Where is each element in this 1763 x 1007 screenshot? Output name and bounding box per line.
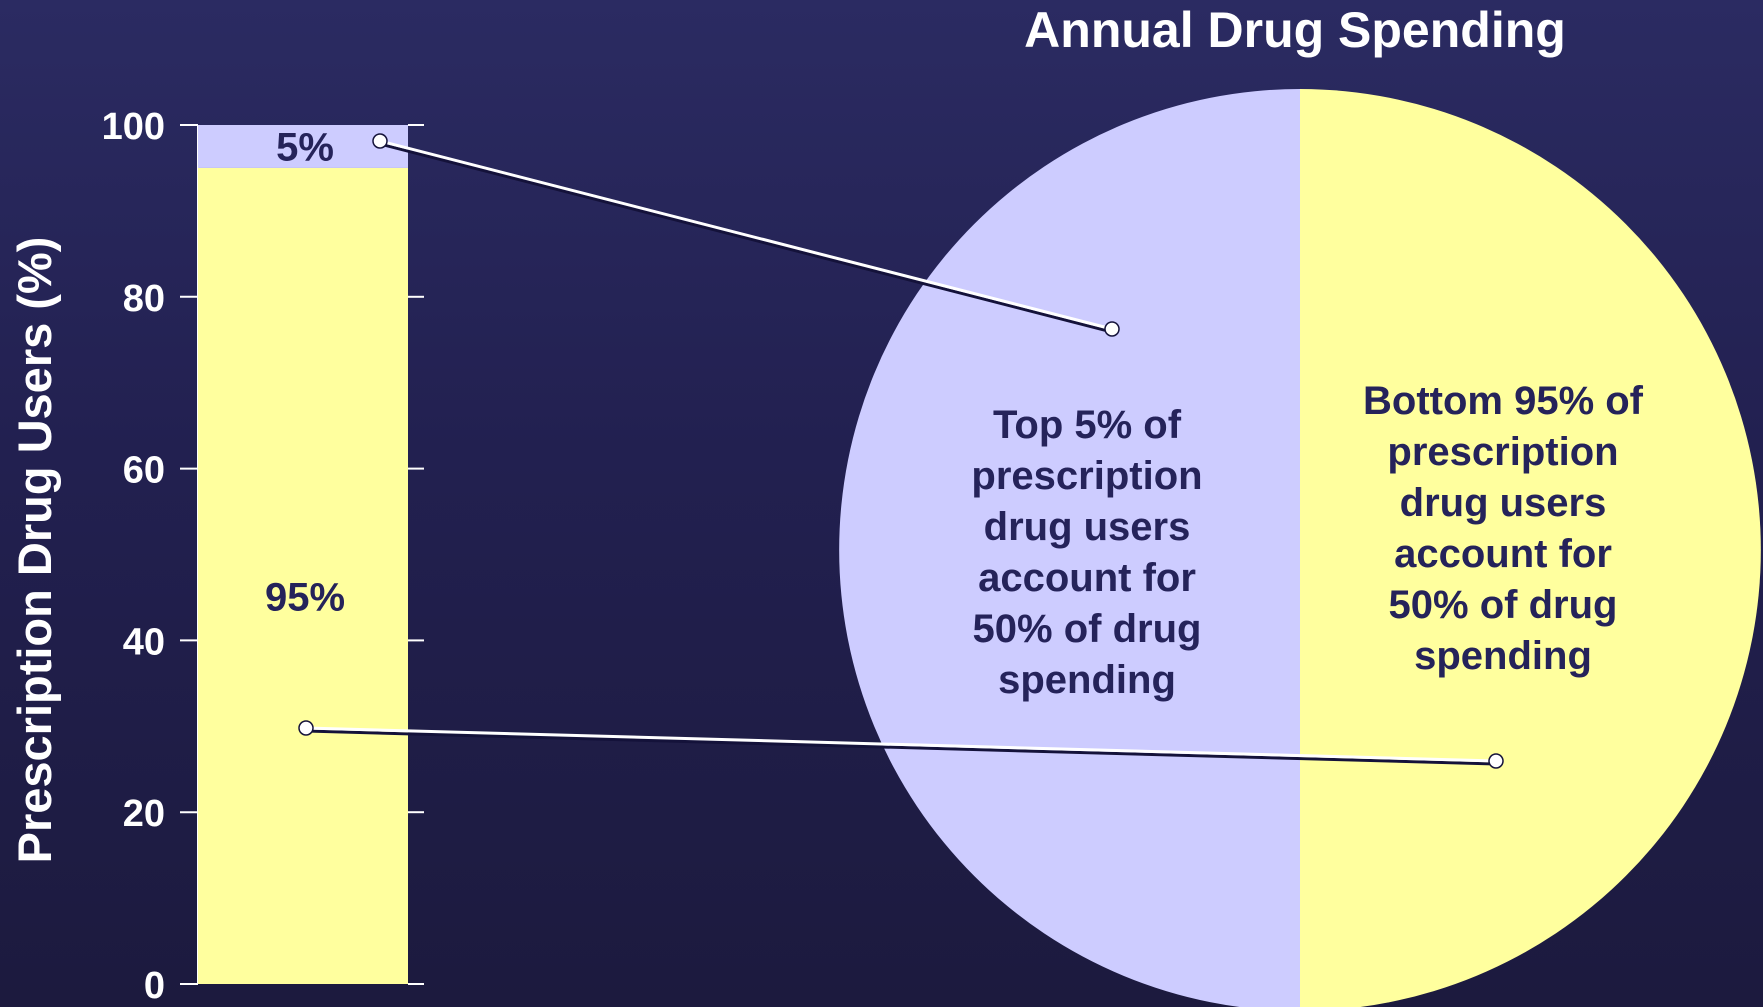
bar-segment-bottom xyxy=(198,167,408,984)
pie-chart: Top 5% of prescription drug users account f… xyxy=(839,89,1761,1007)
pie-title: Annual Drug Spending xyxy=(1024,2,1566,58)
bar-segment-top xyxy=(198,125,408,168)
y-tick-label: 40 xyxy=(123,621,165,663)
y-tick-label: 60 xyxy=(123,450,165,492)
connector-lines xyxy=(298,133,1504,769)
pie-slice-bottom-95 xyxy=(1300,89,1761,1007)
y-tick-label: 80 xyxy=(123,278,165,320)
pie-label-bottom-95: Bottom 95% of prescription drug users accou… xyxy=(1363,379,1644,678)
connector-bottom-95 xyxy=(298,720,1504,769)
pie-slice-top-5 xyxy=(839,89,1300,1007)
bar-label-top: 5% xyxy=(276,125,334,169)
y-axis-title: Prescription Drug Users (%) xyxy=(8,237,61,864)
bar-y-axis: 0 20 40 60 80 100 xyxy=(102,106,424,1007)
y-tick-label: 100 xyxy=(102,106,165,148)
connector-top-5 xyxy=(372,133,1120,337)
stacked-bar: 95% 5% xyxy=(198,125,408,984)
y-tick-label: 0 xyxy=(144,965,165,1007)
pie-label-top-5: Top 5% of prescription drug users account f… xyxy=(971,403,1202,702)
bar-label-bottom: 95% xyxy=(265,575,345,619)
y-tick-label: 20 xyxy=(123,793,165,835)
